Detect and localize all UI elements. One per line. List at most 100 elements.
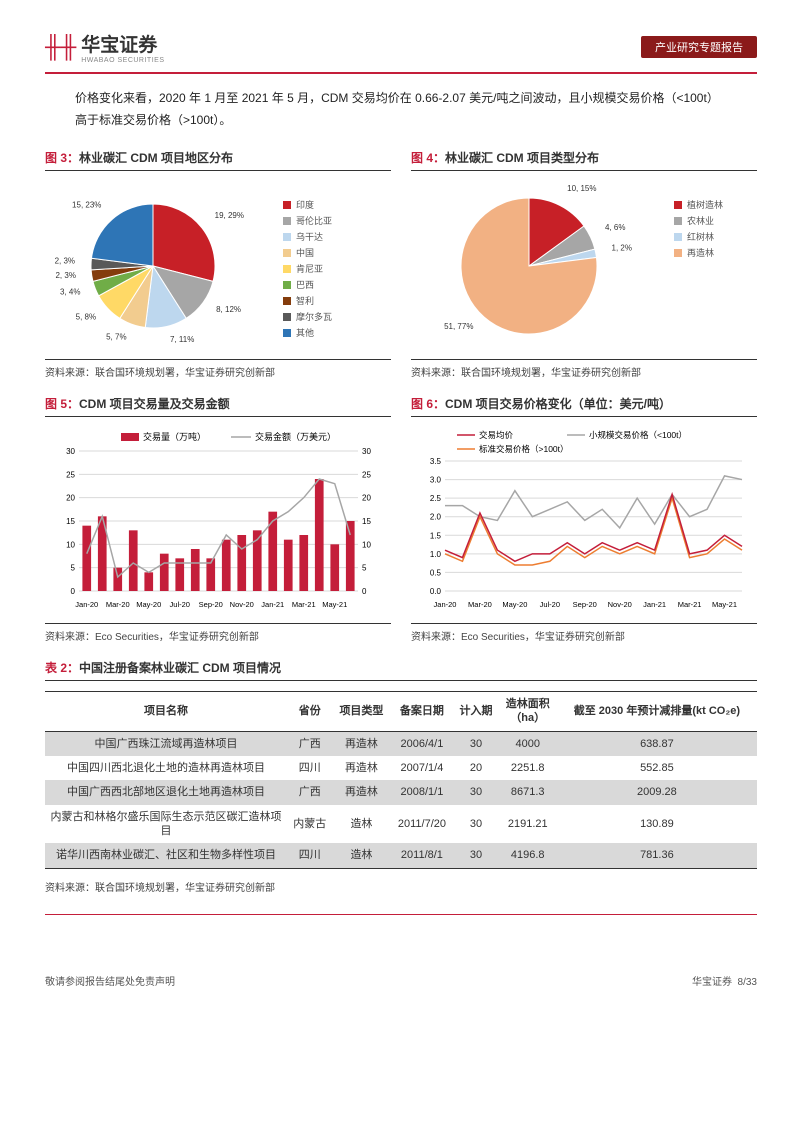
fig5-title: 图 5：CDM 项目交易量及交易金额 [45, 395, 391, 417]
svg-text:红树林: 红树林 [687, 231, 714, 242]
svg-text:印度: 印度 [296, 199, 314, 210]
figure-4: 图 4：林业碳汇 CDM 项目类型分布 10, 15% 4, 6% 1, 2% 51,… [411, 149, 757, 379]
svg-text:3.5: 3.5 [429, 457, 441, 466]
table-header: 省份 [287, 692, 332, 732]
svg-text:20: 20 [362, 494, 371, 503]
table-2: 表 2：中国注册备案林业碳汇 CDM 项目情况 项目名称省份项目类型备案日期计入… [45, 659, 757, 893]
svg-text:Jul-20: Jul-20 [539, 600, 559, 609]
svg-text:Jan-21: Jan-21 [261, 600, 284, 609]
footer-rule [45, 914, 757, 915]
page-header: ╫╫ 华宝证券 HWABAO SECURITIES 产业研究专题报告 [45, 30, 757, 64]
svg-text:再造林: 再造林 [687, 247, 714, 258]
svg-text:3, 4%: 3, 4% [60, 288, 80, 297]
svg-text:Nov-20: Nov-20 [229, 600, 253, 609]
svg-text:1, 2%: 1, 2% [612, 243, 632, 252]
fig5-chart: 交易量（万吨）交易金额（万美元）005510101515202025253030… [51, 427, 386, 615]
report-badge: 产业研究专题报告 [641, 36, 757, 58]
svg-text:Jul-20: Jul-20 [169, 600, 189, 609]
svg-text:Jan-21: Jan-21 [643, 600, 666, 609]
svg-text:15, 23%: 15, 23% [72, 201, 101, 210]
svg-text:2, 3%: 2, 3% [55, 257, 75, 266]
fig3-chart: 19, 29%8, 12%7, 11%5, 7%5, 8%3, 4%2, 3%2… [53, 181, 383, 351]
table-row: 中国广西珠江流域再造林项目广西再造林2006/4/1304000638.87 [45, 731, 757, 756]
table-header: 备案日期 [390, 692, 453, 732]
fig4-source: 资料来源：联合国环境规划署，华宝证券研究创新部 [411, 359, 757, 379]
svg-text:巴西: 巴西 [296, 280, 314, 290]
figure-5: 图 5：CDM 项目交易量及交易金额 交易量（万吨）交易金额（万美元）00551… [45, 395, 391, 643]
fig3-title: 图 3：林业碳汇 CDM 项目地区分布 [45, 149, 391, 171]
intro-text: 价格变化来看，2020 年 1 月至 2021 年 5 月，CDM 交易均价在 … [75, 88, 727, 131]
svg-text:10, 15%: 10, 15% [567, 184, 596, 193]
svg-text:交易金额（万美元）: 交易金额（万美元） [255, 431, 336, 442]
svg-text:1.0: 1.0 [429, 550, 441, 559]
fig4-title: 图 4：林业碳汇 CDM 项目类型分布 [411, 149, 757, 171]
table-header: 项目类型 [332, 692, 390, 732]
svg-text:Nov-20: Nov-20 [607, 600, 631, 609]
svg-text:1.5: 1.5 [429, 531, 441, 540]
svg-text:0.0: 0.0 [429, 587, 441, 596]
logo-cn: 华宝证券 [81, 30, 164, 57]
svg-text:0: 0 [362, 587, 367, 596]
svg-text:Sep-20: Sep-20 [198, 600, 222, 609]
svg-text:哥伦比亚: 哥伦比亚 [296, 215, 332, 226]
svg-text:2, 3%: 2, 3% [55, 271, 75, 280]
page-footer: 敬请参阅报告结尾处免责声明 华宝证券 8/33 [0, 965, 802, 1000]
svg-text:中国: 中国 [296, 247, 314, 258]
svg-text:May-20: May-20 [136, 600, 161, 609]
svg-text:Mar-20: Mar-20 [468, 600, 492, 609]
svg-text:乌干达: 乌干达 [296, 231, 323, 242]
svg-text:May-21: May-21 [712, 600, 737, 609]
svg-text:智利: 智利 [296, 295, 314, 306]
svg-text:51, 77%: 51, 77% [444, 322, 473, 331]
svg-text:3.0: 3.0 [429, 476, 441, 485]
svg-text:Sep-20: Sep-20 [572, 600, 596, 609]
svg-text:0.5: 0.5 [429, 569, 441, 578]
svg-text:0: 0 [70, 587, 75, 596]
svg-text:May-20: May-20 [502, 600, 527, 609]
fig6-chart: 交易均价 小规模交易价格（<100t） 标准交易价格（>100t） 0.0 0.5 1.0… [417, 427, 752, 615]
table2-title: 表 2：中国注册备案林业碳汇 CDM 项目情况 [45, 659, 757, 681]
logo-icon: ╫╫ [45, 34, 76, 60]
table-header: 计入期 [453, 692, 498, 732]
fig3-source: 资料来源：联合国环境规划署，华宝证券研究创新部 [45, 359, 391, 379]
logo-en: HWABAO SECURITIES [81, 57, 164, 64]
svg-text:20: 20 [66, 494, 75, 503]
svg-text:30: 30 [66, 447, 75, 456]
table2-table: 项目名称省份项目类型备案日期计入期造林面积（ha）截至 2030 年预计减排量(… [45, 691, 757, 868]
svg-text:4, 6%: 4, 6% [605, 223, 625, 232]
svg-text:10: 10 [362, 541, 371, 550]
svg-text:标准交易价格（>100t）: 标准交易价格（>100t） [479, 444, 569, 454]
svg-text:5: 5 [362, 564, 367, 573]
svg-text:2.5: 2.5 [429, 494, 441, 503]
svg-text:小规模交易价格（<100t）: 小规模交易价格（<100t） [589, 430, 687, 440]
fig6-title: 图 6：CDM 项目交易价格变化（单位：美元/吨） [411, 395, 757, 417]
svg-text:25: 25 [66, 471, 75, 480]
svg-text:25: 25 [362, 471, 371, 480]
svg-text:15: 15 [362, 517, 371, 526]
table-row: 内蒙古和林格尔盛乐国际生态示范区碳汇造林项目内蒙古造林2011/7/203021… [45, 805, 757, 844]
table-header: 项目名称 [45, 692, 287, 732]
fig6-source: 资料来源：Eco Securities，华宝证券研究创新部 [411, 623, 757, 643]
svg-text:May-21: May-21 [322, 600, 347, 609]
svg-text:其他: 其他 [296, 327, 314, 338]
svg-text:Mar-21: Mar-21 [677, 600, 701, 609]
svg-text:5, 7%: 5, 7% [106, 333, 126, 342]
table-header: 截至 2030 年预计减排量(kt CO₂e) [557, 692, 757, 732]
figure-6: 图 6：CDM 项目交易价格变化（单位：美元/吨） 交易均价 小规模交易价格（<1… [411, 395, 757, 643]
svg-text:肯尼亚: 肯尼亚 [296, 263, 323, 274]
svg-text:19, 29%: 19, 29% [215, 211, 244, 220]
footer-right: 华宝证券 8/33 [692, 973, 757, 988]
svg-text:农林业: 农林业 [687, 215, 714, 226]
svg-text:10: 10 [66, 541, 75, 550]
svg-text:交易均价: 交易均价 [479, 430, 514, 440]
header-rule [45, 72, 757, 74]
svg-text:Mar-20: Mar-20 [105, 600, 129, 609]
svg-text:8, 12%: 8, 12% [216, 305, 241, 314]
svg-text:交易量（万吨）: 交易量（万吨） [143, 431, 206, 442]
footer-disclaimer: 敬请参阅报告结尾处免责声明 [45, 973, 175, 988]
svg-text:植树造林: 植树造林 [687, 199, 723, 210]
table-row: 中国四川西北退化土地的造林再造林项目四川再造林2007/1/4202251.85… [45, 756, 757, 780]
svg-text:15: 15 [66, 517, 75, 526]
svg-text:Mar-21: Mar-21 [291, 600, 315, 609]
svg-text:摩尔多瓦: 摩尔多瓦 [296, 311, 332, 322]
